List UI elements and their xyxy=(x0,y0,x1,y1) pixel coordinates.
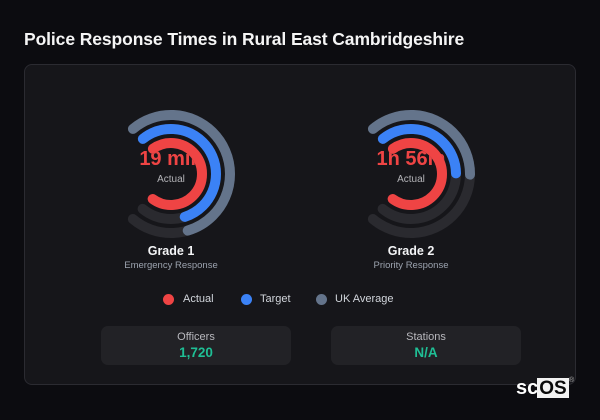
logo-text-plain: sc xyxy=(516,377,539,399)
gauge-subtitle: Emergency Response xyxy=(124,259,218,271)
gauge-center-label: Actual xyxy=(157,174,185,185)
stat-value: N/A xyxy=(414,345,438,360)
stat-stations: Stations N/A xyxy=(331,326,521,365)
gauge-grade-1: 19 min Actual xyxy=(101,104,241,244)
gauge-bar-uk-average xyxy=(347,109,475,238)
gauge-bar-target xyxy=(121,124,221,224)
gauge-center-label: Actual xyxy=(397,174,425,185)
legend-actual-dot-icon xyxy=(163,294,174,305)
gauge-bar-actual xyxy=(135,138,207,210)
stat-label: Officers xyxy=(177,331,215,343)
page-title: Police Response Times in Rural East Camb… xyxy=(24,29,465,49)
legend-uk-average-dot-icon xyxy=(316,294,327,305)
logo-text-boxed: OS xyxy=(537,378,569,399)
gauge-subtitle: Priority Response xyxy=(373,259,449,271)
gauge-bar-uk-average xyxy=(106,109,235,238)
legend-label-uk-average: UK Average xyxy=(335,293,394,305)
radial-gauge-chart xyxy=(106,109,235,238)
stat-label: Stations xyxy=(406,331,446,343)
gauge-bar-target xyxy=(361,124,461,224)
stat-value: 1,720 xyxy=(179,345,213,360)
stat-officers: Officers 1,720 xyxy=(101,326,291,365)
legend-label-target: Target xyxy=(260,293,291,305)
legend-label-actual: Actual xyxy=(183,293,214,305)
gauge-title: Grade 1 xyxy=(147,244,195,258)
radial-gauge-chart xyxy=(347,109,475,238)
gauge-center-value: 19 min xyxy=(139,148,203,170)
gauge-bar-actual xyxy=(375,138,447,210)
gauge-grade-2: 1h 56m Actual xyxy=(341,104,481,244)
registered-mark-icon: ® xyxy=(569,377,575,384)
gauge-title: Grade 2 xyxy=(387,244,435,258)
legend-target-dot-icon xyxy=(241,294,252,305)
